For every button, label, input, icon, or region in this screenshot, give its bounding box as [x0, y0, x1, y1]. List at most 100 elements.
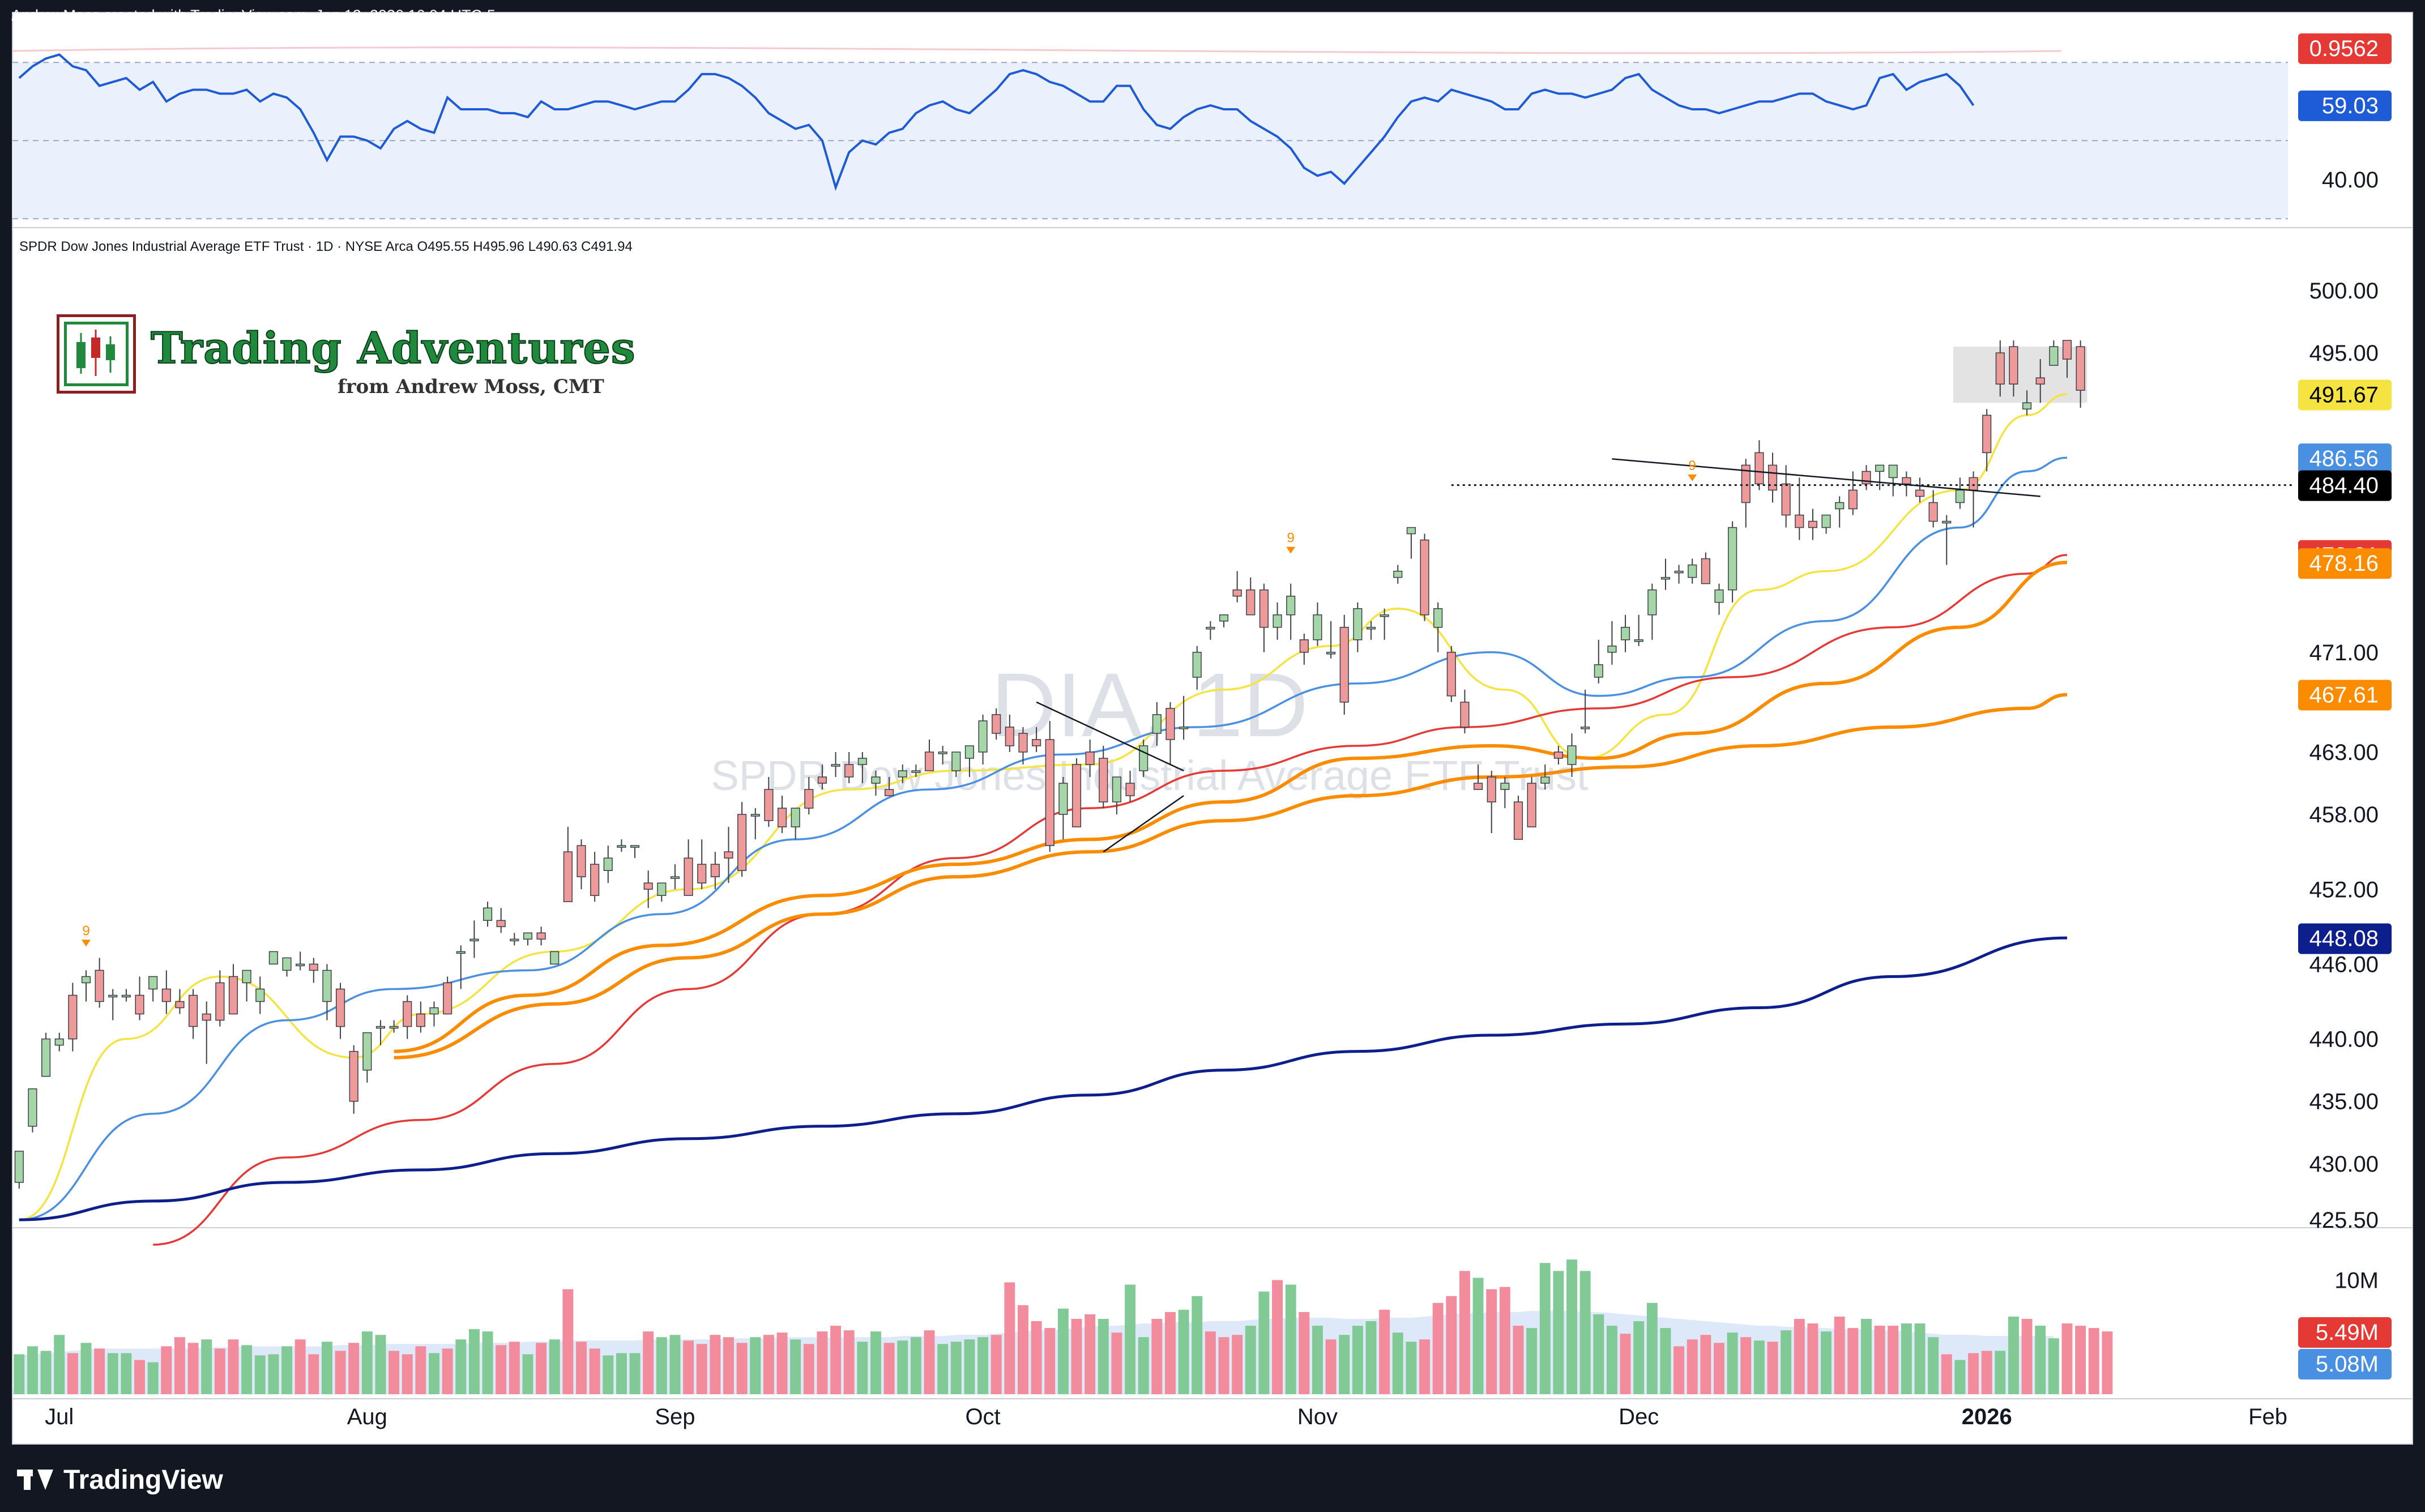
volume-bar-up — [1192, 1296, 1203, 1394]
candle-up — [362, 1032, 372, 1071]
volume-bar-down — [1205, 1331, 1216, 1394]
volume-bar-down — [1379, 1309, 1390, 1394]
volume-bar-up — [254, 1355, 266, 1394]
candle-up — [550, 951, 560, 965]
candle-up — [1875, 464, 1885, 472]
candle-up — [1714, 589, 1724, 603]
price-badge: 467.61 — [2309, 682, 2379, 707]
candle-up — [1058, 783, 1068, 815]
candle-down — [1460, 702, 1470, 728]
ma-line-ema-50 — [394, 561, 2068, 1053]
candle-up — [1607, 646, 1617, 653]
volume-bar-down — [1874, 1326, 1885, 1394]
volume-bar-up — [522, 1354, 533, 1394]
watermark-name: SPDR Dow Jones Industrial Average ETF Tr… — [711, 752, 1589, 799]
volume-bar-down — [214, 1348, 225, 1394]
candle-down — [992, 714, 1001, 734]
time-tick-label: Nov — [1297, 1404, 1338, 1429]
volume-bar-down — [509, 1342, 520, 1394]
volume-bar-down — [924, 1330, 935, 1394]
time-tick-label: Jul — [45, 1404, 74, 1429]
volume-bar-up — [750, 1337, 761, 1394]
volume-bar-down — [1164, 1312, 1176, 1394]
volume-bar-up — [1339, 1335, 1350, 1394]
volume-bar-down — [2021, 1318, 2033, 1394]
candle-down — [1299, 639, 1309, 653]
volume-bar-down — [187, 1343, 199, 1394]
volume-bar-down — [643, 1331, 654, 1394]
price-tick-label: 500.00 — [2309, 279, 2379, 304]
candle-up — [1634, 639, 1643, 642]
candle-up — [1688, 564, 1697, 578]
volume-bar-down — [991, 1335, 1002, 1394]
volume-bar-up — [1138, 1337, 1149, 1394]
volume-bar-down — [67, 1353, 78, 1394]
candle-up — [791, 808, 800, 827]
rsi-badge-secondary-bg — [2298, 33, 2392, 64]
trendline — [1036, 701, 1184, 772]
volume-bar-down — [1486, 1289, 1497, 1394]
ma-line-ema-21 — [19, 456, 2068, 1221]
volume-bar-down — [228, 1339, 239, 1394]
candle-up — [54, 1038, 64, 1046]
candle-up — [510, 938, 519, 942]
volume-bar-up — [1928, 1337, 1939, 1394]
volume-bar-down — [1232, 1335, 1243, 1394]
volume-bar-down — [134, 1360, 145, 1394]
volume-bar-down — [1981, 1351, 1992, 1394]
candle-down — [1045, 739, 1054, 846]
price-badge-bg — [2298, 680, 2392, 711]
volume-bar-down — [335, 1351, 346, 1394]
trendline — [1612, 458, 2040, 497]
candle-up — [1152, 714, 1162, 734]
candle-down — [1928, 502, 1938, 522]
volume-bar-down — [496, 1345, 507, 1394]
sequence-marker-label: 9 — [1287, 531, 1294, 546]
volume-bar-up — [268, 1354, 279, 1394]
price-badge: 448.08 — [2309, 926, 2379, 951]
candle-down — [684, 857, 693, 896]
volume-bar-up — [977, 1337, 989, 1394]
candle-up — [483, 907, 493, 921]
volume-bar-down — [1714, 1343, 1724, 1394]
sequence-marker-arrow — [1286, 546, 1296, 554]
candle-down — [1420, 539, 1429, 616]
candle-down — [349, 1050, 358, 1102]
candle-up — [429, 1007, 439, 1015]
volume-bar-up — [1753, 1340, 1765, 1394]
candle-down — [175, 1001, 185, 1009]
volume-badge-ma: 5.08M — [2316, 1352, 2379, 1377]
volume-bar-down — [723, 1337, 734, 1394]
volume-bar-up — [1593, 1314, 1604, 1394]
volume-bar-up — [1098, 1318, 1109, 1394]
volume-bar-up — [107, 1353, 118, 1394]
price-badge-bg — [2298, 443, 2392, 475]
candle-up — [630, 845, 640, 848]
candle-down — [202, 1013, 211, 1021]
volume-badge-ma-bg — [2298, 1349, 2392, 1379]
price-tick-label: 458.00 — [2309, 802, 2379, 827]
candle-down — [777, 808, 787, 827]
candle-up — [657, 882, 667, 896]
volume-bar-up — [1258, 1291, 1270, 1394]
candle-up — [1888, 464, 1898, 479]
volume-bar-up — [241, 1345, 253, 1394]
volume-bar-up — [1954, 1360, 1966, 1394]
volume-bar-up — [281, 1346, 292, 1394]
volume-bar-down — [576, 1342, 587, 1394]
candle-up — [1647, 589, 1657, 616]
volume-bar-down — [2075, 1326, 2086, 1394]
volume-bar-down — [696, 1344, 707, 1394]
volume-bar-up — [14, 1354, 25, 1394]
volume-bar-up — [321, 1342, 332, 1394]
candle-up — [1660, 576, 1671, 580]
volume-bar-up — [1057, 1308, 1069, 1394]
volume-bar-up — [429, 1353, 439, 1394]
volume-bar-down — [1740, 1337, 1752, 1394]
volume-bar-down — [1299, 1312, 1310, 1394]
price-tick-label: 435.00 — [2309, 1090, 2379, 1114]
candle-down — [68, 994, 78, 1040]
volume-bar-down — [536, 1343, 547, 1394]
